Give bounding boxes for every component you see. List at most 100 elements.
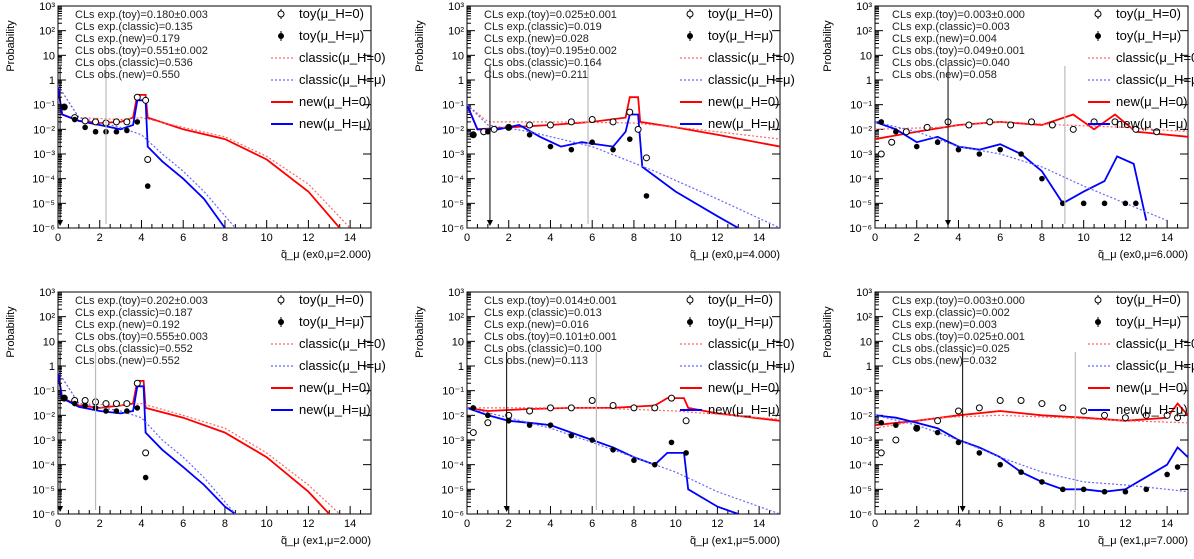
- toy-b-point: [490, 125, 498, 133]
- toy-sb-point: [1133, 200, 1139, 207]
- toy-b-point: [112, 118, 120, 126]
- x-tick-label: 8: [631, 232, 637, 244]
- toy-b-point: [877, 449, 885, 457]
- legend-swatch: [686, 10, 694, 18]
- y-axis-label: Probability: [822, 20, 834, 72]
- cls-annotation: CLs exp.(new)=0.192: [75, 319, 180, 331]
- cls-annotation: CLs exp.(classic)=0.002: [892, 307, 1010, 319]
- toy-b-point: [123, 118, 131, 126]
- toy-b-point: [630, 404, 638, 412]
- toy-b-point: [892, 436, 900, 444]
- x-tick-label: 8: [222, 232, 228, 244]
- toy-sb-point: [82, 402, 88, 409]
- toy-b-point: [1017, 396, 1025, 404]
- cls-annotation: CLs exp.(toy)=0.003±0.000: [892, 295, 1025, 307]
- toy-b-point: [1174, 414, 1182, 422]
- legend-swatch: [686, 296, 694, 304]
- toy-sb-point: [976, 151, 983, 157]
- y-tick-label: 1: [49, 361, 55, 373]
- y-tick-label: 10²: [856, 312, 872, 324]
- cls-annotation: CLs exp.(toy)=0.202±0.003: [75, 295, 208, 307]
- legend-entry: toy(μ_H=μ): [708, 314, 773, 329]
- y-tick-label: 10⁻⁶: [441, 509, 464, 521]
- legend-entry: new(μ_H=μ): [299, 402, 371, 417]
- legend-entry: toy(μ_H=μ): [708, 28, 773, 43]
- toy-b-point: [923, 123, 931, 131]
- series-line-classic_b: [58, 85, 351, 228]
- toy-b-point: [634, 125, 642, 133]
- y-tick-label: 10⁻⁶: [32, 223, 55, 235]
- series-line-new_b: [875, 113, 1188, 140]
- toy-b-point: [588, 396, 596, 404]
- obs-marker-arrow: [58, 220, 64, 226]
- toy-sb-point: [1164, 471, 1170, 478]
- toy-sb-point: [1018, 151, 1024, 157]
- series-line-classic_sb: [467, 104, 780, 228]
- y-tick-label: 1: [458, 75, 464, 87]
- y-axis-label: Probability: [5, 20, 17, 72]
- toy-b-point: [567, 404, 575, 412]
- x-tick-label: 14: [753, 232, 765, 244]
- toy-b-point: [112, 400, 120, 408]
- toy-b-point: [877, 150, 885, 158]
- toy-sb-point: [1018, 469, 1024, 475]
- legend-entry: new(μ_H=0): [708, 94, 779, 109]
- toy-sb-point: [103, 408, 109, 414]
- y-tick-label: 10²: [448, 312, 464, 324]
- toy-sb-point: [934, 139, 941, 146]
- toy-sb-point: [1060, 200, 1066, 207]
- y-tick-label: 10⁻⁴: [849, 460, 872, 472]
- y-axis-label: Probability: [822, 306, 834, 358]
- toy-b-point: [81, 117, 89, 125]
- x-tick-label: 10: [670, 518, 682, 530]
- legend-entry: toy(μ_H=μ): [1116, 28, 1181, 43]
- y-tick-label: 10³: [39, 1, 55, 13]
- y-axis-label: Probability: [414, 20, 426, 72]
- toy-sb-point: [1101, 200, 1108, 207]
- cls-annotation: CLs obs.(new)=0.058: [892, 69, 997, 81]
- toy-b-point: [888, 138, 896, 146]
- toy-b-point: [1080, 407, 1088, 415]
- cls-annotation: CLs obs.(new)=0.211: [484, 69, 588, 81]
- y-axis-label: Probability: [5, 306, 17, 358]
- toy-b-point: [526, 121, 534, 129]
- legend-swatch: [1094, 10, 1102, 18]
- toy-sb-point: [547, 422, 554, 428]
- toy-b-point: [1163, 411, 1171, 419]
- toy-sb-point: [913, 143, 920, 150]
- y-tick-label: 1: [866, 75, 872, 87]
- x-tick-label: 4: [138, 518, 144, 530]
- toy-sb-point: [893, 422, 899, 428]
- y-tick-label: 10³: [856, 1, 872, 13]
- x-tick-label: 0: [872, 518, 878, 530]
- x-tick-label: 6: [997, 518, 1003, 530]
- legend-entry: toy(μ_H=0): [299, 292, 364, 307]
- toy-sb-point: [485, 412, 491, 419]
- plot-area: [467, 352, 780, 514]
- y-tick-label: 10³: [39, 287, 55, 299]
- toy-sb-point: [547, 143, 554, 150]
- series-line-classic_b: [58, 371, 341, 514]
- legend-entry: classic(μ_H=μ): [299, 358, 386, 373]
- legend-entry: classic(μ_H=0): [299, 50, 386, 65]
- legend-entry: new(μ_H=μ): [1116, 116, 1188, 131]
- toy-b-point: [546, 404, 554, 412]
- y-tick-label: 10⁻¹: [850, 386, 872, 398]
- cls-annotation: CLs obs.(toy)=0.101±0.001: [484, 331, 617, 343]
- y-tick-label: 10⁻⁴: [32, 174, 55, 186]
- y-axis-label: Probability: [414, 306, 426, 358]
- toy-sb-point: [568, 146, 575, 153]
- cls-annotation: CLs exp.(new)=0.004: [892, 33, 997, 45]
- y-tick-label: 1: [458, 361, 464, 373]
- series-line-new_sb: [467, 407, 739, 514]
- toy-b-point: [142, 96, 150, 104]
- toy-b-point: [1153, 128, 1161, 136]
- x-tick-label: 2: [914, 232, 920, 244]
- toy-sb-point: [568, 432, 575, 439]
- legend-entry: toy(μ_H=0): [299, 6, 364, 21]
- x-tick-label: 4: [547, 232, 553, 244]
- legend-entry: new(μ_H=0): [299, 380, 370, 395]
- x-axis-label: q̃_μ (ex1,μ=5.000): [690, 535, 780, 547]
- toy-b-point: [1132, 125, 1140, 133]
- series-line-classic_sb: [467, 407, 780, 514]
